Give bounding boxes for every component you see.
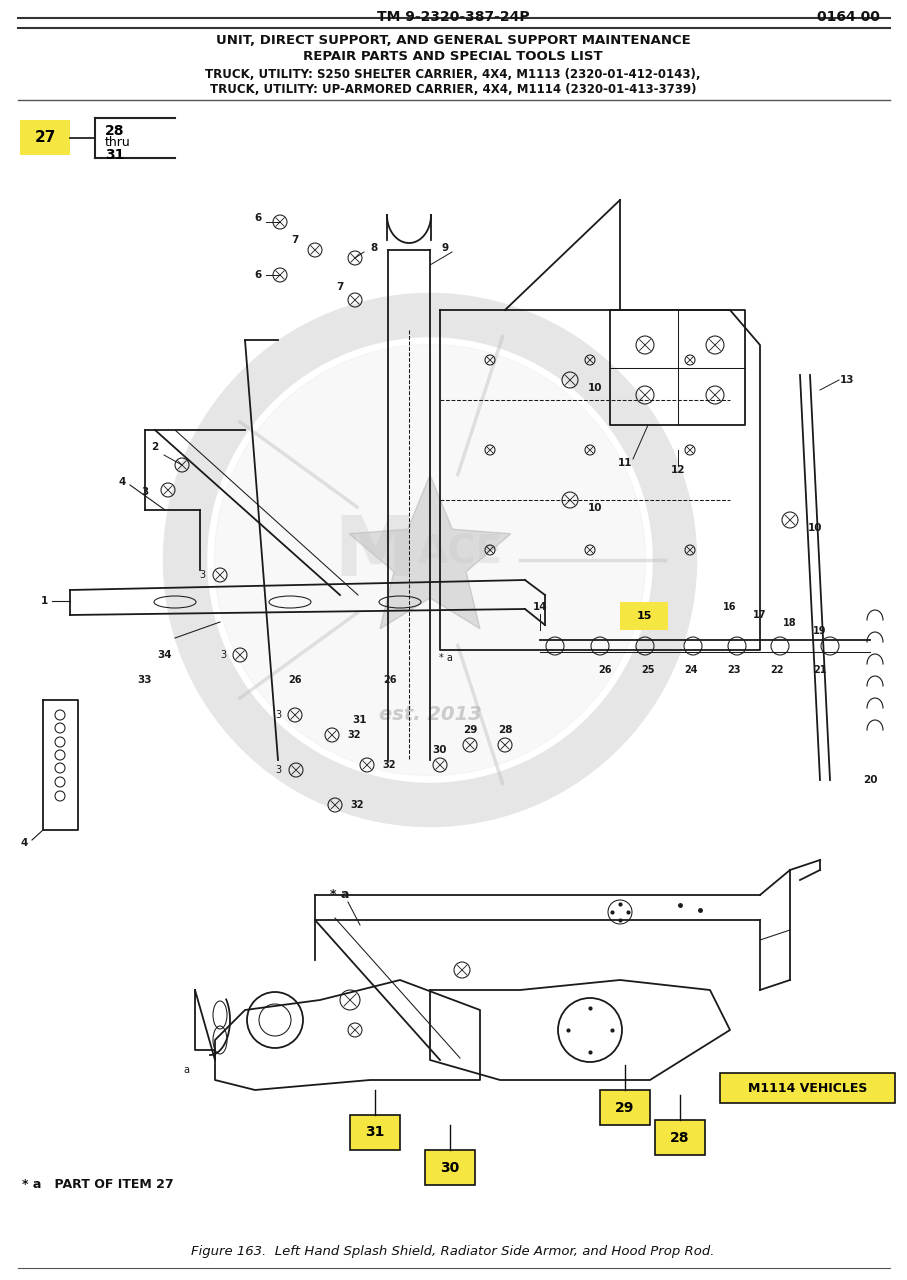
- Text: 3: 3: [275, 765, 281, 774]
- Text: 12: 12: [671, 465, 686, 475]
- Text: * a: * a: [330, 888, 349, 901]
- Circle shape: [214, 344, 646, 776]
- Text: 7: 7: [291, 236, 298, 244]
- Text: 23: 23: [727, 666, 741, 675]
- Text: 9: 9: [442, 243, 449, 253]
- Text: 26: 26: [599, 666, 611, 675]
- Text: 20: 20: [863, 774, 877, 785]
- Text: 30: 30: [441, 1161, 460, 1175]
- Text: 3: 3: [219, 650, 226, 660]
- Text: 32: 32: [347, 730, 360, 740]
- Text: a: a: [183, 1065, 189, 1075]
- Text: 16: 16: [723, 602, 736, 612]
- Text: 27: 27: [34, 131, 55, 146]
- Text: 28: 28: [498, 724, 512, 735]
- Text: 14: 14: [532, 602, 547, 612]
- Text: thru: thru: [105, 136, 131, 148]
- Text: est. 2013: est. 2013: [378, 705, 482, 724]
- Text: 32: 32: [350, 800, 364, 810]
- Text: 31: 31: [353, 716, 367, 724]
- Text: 10: 10: [588, 503, 602, 513]
- Text: 24: 24: [684, 666, 697, 675]
- Text: 15: 15: [637, 611, 652, 621]
- Text: TM 9-2320-387-24P: TM 9-2320-387-24P: [376, 10, 530, 24]
- Text: 31: 31: [105, 148, 124, 163]
- Text: 2: 2: [151, 442, 159, 452]
- Text: M1114 VEHICLES: M1114 VEHICLES: [747, 1082, 867, 1094]
- Text: TRUCK, UTILITY: UP-ARMORED CARRIER, 4X4, M1114 (2320-01-413-3739): TRUCK, UTILITY: UP-ARMORED CARRIER, 4X4,…: [210, 83, 697, 96]
- Text: UNIT, DIRECT SUPPORT, AND GENERAL SUPPORT MAINTENANCE: UNIT, DIRECT SUPPORT, AND GENERAL SUPPOR…: [216, 35, 690, 47]
- Text: 30: 30: [433, 745, 447, 755]
- Text: 7: 7: [336, 282, 344, 292]
- Text: 3: 3: [275, 710, 281, 719]
- Text: Figure 163.  Left Hand Splash Shield, Radiator Side Armor, and Hood Prop Rod.: Figure 163. Left Hand Splash Shield, Rad…: [191, 1245, 715, 1258]
- FancyBboxPatch shape: [720, 1073, 895, 1103]
- Text: 13: 13: [840, 375, 854, 385]
- Text: TRUCK, UTILITY: S250 SHELTER CARRIER, 4X4, M1113 (2320-01-412-0143),: TRUCK, UTILITY: S250 SHELTER CARRIER, 4X…: [205, 68, 701, 81]
- Text: 4: 4: [21, 838, 28, 847]
- Text: 8: 8: [370, 243, 377, 253]
- Text: 1: 1: [41, 596, 48, 605]
- Text: M: M: [334, 512, 416, 593]
- Text: 21: 21: [814, 666, 827, 675]
- Text: 22: 22: [770, 666, 784, 675]
- Text: 26: 26: [288, 675, 302, 685]
- Text: ACE: ACE: [417, 532, 502, 571]
- Text: 31: 31: [366, 1125, 385, 1139]
- FancyBboxPatch shape: [620, 602, 668, 630]
- Text: 18: 18: [783, 618, 797, 628]
- Polygon shape: [349, 475, 511, 628]
- Text: 34: 34: [158, 650, 172, 660]
- Text: 25: 25: [641, 666, 655, 675]
- Text: 28: 28: [105, 124, 124, 138]
- Text: 3: 3: [141, 486, 149, 497]
- Text: 26: 26: [384, 675, 396, 685]
- Text: 29: 29: [615, 1101, 635, 1115]
- Text: 11: 11: [618, 458, 632, 468]
- Text: REPAIR PARTS AND SPECIAL TOOLS LIST: REPAIR PARTS AND SPECIAL TOOLS LIST: [303, 50, 603, 63]
- Text: 19: 19: [814, 626, 827, 636]
- Text: 4: 4: [119, 477, 126, 486]
- Text: 10: 10: [808, 524, 823, 532]
- Text: 33: 33: [138, 675, 152, 685]
- FancyBboxPatch shape: [425, 1149, 475, 1185]
- Text: * a   PART OF ITEM 27: * a PART OF ITEM 27: [22, 1179, 173, 1192]
- Text: * a: * a: [439, 653, 453, 663]
- FancyBboxPatch shape: [600, 1091, 650, 1125]
- Text: 0164 00: 0164 00: [817, 10, 880, 24]
- Text: 6: 6: [254, 212, 261, 223]
- FancyBboxPatch shape: [20, 120, 70, 155]
- Text: 29: 29: [463, 724, 477, 735]
- Text: 10: 10: [588, 383, 602, 393]
- Text: 32: 32: [382, 760, 395, 771]
- Text: 17: 17: [753, 611, 766, 620]
- Text: 3: 3: [199, 570, 205, 580]
- FancyBboxPatch shape: [350, 1115, 400, 1149]
- FancyBboxPatch shape: [655, 1120, 705, 1155]
- Text: 28: 28: [670, 1130, 689, 1144]
- Text: 6: 6: [254, 270, 261, 280]
